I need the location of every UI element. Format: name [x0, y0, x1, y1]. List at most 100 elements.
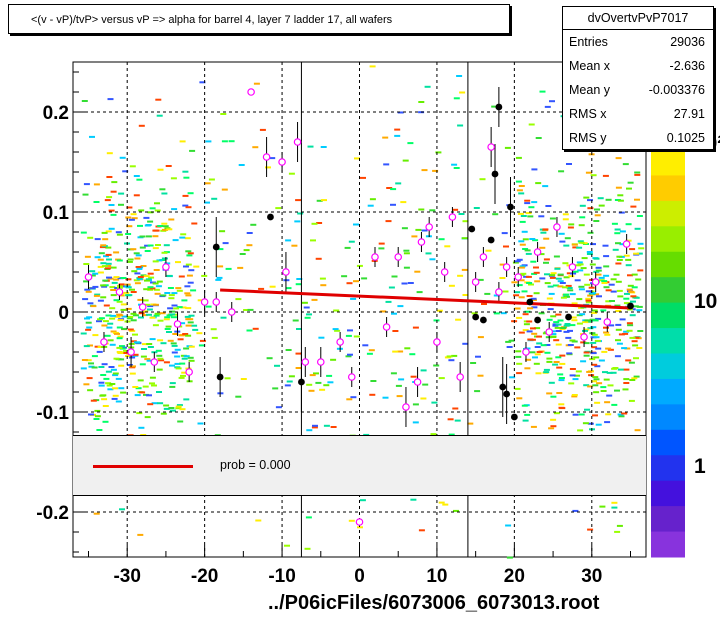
density-cell	[572, 378, 579, 381]
density-cell	[382, 136, 389, 139]
density-cell	[362, 344, 369, 347]
density-cell	[528, 283, 534, 286]
density-cell	[462, 294, 469, 296]
density-cell	[149, 287, 156, 290]
density-cell	[97, 318, 103, 321]
density-cell	[110, 294, 117, 297]
density-cell	[501, 232, 508, 235]
density-cell	[305, 516, 312, 519]
density-cell	[86, 326, 93, 329]
profile-point-black	[487, 236, 495, 244]
y-tick-label: -0.2	[36, 503, 69, 524]
fit-line	[220, 288, 631, 310]
density-cell	[164, 262, 171, 265]
density-cell	[184, 285, 191, 288]
density-cell	[421, 169, 428, 172]
density-cell	[400, 201, 407, 204]
stats-histogram-name: dvOvertvPvP7017	[563, 7, 713, 30]
density-cell	[517, 212, 524, 215]
density-cell	[87, 389, 94, 392]
density-cell	[390, 203, 396, 206]
density-cell	[591, 333, 598, 336]
density-cell	[559, 362, 566, 365]
density-cell	[577, 269, 584, 272]
density-cell	[130, 340, 137, 343]
density-cell	[629, 248, 636, 251]
density-cell	[116, 346, 123, 349]
density-cell	[187, 321, 194, 324]
density-cell	[157, 225, 164, 227]
profile-point	[448, 213, 457, 221]
density-cell	[524, 413, 531, 416]
density-cell	[595, 347, 602, 350]
density-cell	[316, 222, 323, 224]
density-cell	[186, 254, 193, 257]
density-cell	[618, 415, 625, 418]
density-cell	[220, 113, 227, 115]
density-cell	[147, 244, 154, 247]
density-cell	[100, 296, 107, 299]
profile-point-black	[510, 413, 518, 421]
density-cell	[544, 105, 551, 108]
density-cell	[222, 242, 229, 245]
density-cell	[92, 272, 99, 275]
profile-point	[84, 273, 93, 281]
profile-point	[371, 253, 379, 261]
density-cell	[306, 313, 312, 316]
density-cell	[633, 296, 640, 299]
density-cell	[378, 242, 385, 245]
density-cell	[633, 252, 640, 255]
density-cell	[514, 260, 521, 263]
density-cell	[515, 355, 522, 358]
density-cell	[557, 273, 564, 276]
density-cell	[115, 231, 122, 234]
density-cell	[247, 308, 254, 311]
density-cell	[172, 239, 179, 242]
density-cell	[536, 335, 542, 338]
density-cell	[168, 297, 175, 300]
density-cell	[80, 367, 87, 370]
density-cell	[550, 418, 557, 421]
density-cell	[146, 359, 153, 362]
density-cell	[152, 282, 159, 285]
density-cell	[587, 422, 594, 425]
density-cell	[583, 273, 590, 276]
density-cell	[171, 292, 178, 295]
density-cell	[353, 223, 359, 226]
density-cell	[524, 367, 531, 370]
density-cell	[545, 205, 552, 207]
density-cell	[135, 387, 142, 390]
density-cell	[126, 225, 133, 228]
profile-point	[487, 143, 495, 151]
density-cell	[534, 280, 541, 283]
density-cell	[607, 384, 614, 387]
density-cell	[566, 352, 573, 355]
density-cell	[477, 336, 484, 339]
density-cell	[166, 331, 172, 333]
density-cell	[572, 270, 579, 273]
density-cell	[623, 302, 630, 305]
density-cell	[397, 111, 404, 114]
density-cell	[530, 425, 537, 428]
density-cell	[563, 330, 570, 333]
density-cell	[83, 383, 90, 386]
density-cell	[326, 374, 333, 377]
density-cell	[204, 182, 211, 185]
density-cell	[452, 407, 459, 410]
color-scale-cell	[651, 226, 685, 253]
profile-point-black	[507, 203, 514, 211]
density-cell	[557, 280, 564, 283]
density-cell	[182, 170, 189, 173]
density-cell	[168, 407, 175, 409]
density-cell	[167, 307, 174, 310]
density-cell	[602, 174, 609, 177]
density-cell	[199, 339, 206, 342]
density-cell	[623, 330, 630, 333]
density-cell	[385, 300, 392, 303]
density-cell	[87, 344, 93, 347]
density-cell	[116, 300, 123, 303]
density-cell	[539, 90, 546, 93]
density-cell	[548, 292, 555, 295]
density-cell	[412, 403, 419, 406]
density-cell	[617, 413, 624, 416]
